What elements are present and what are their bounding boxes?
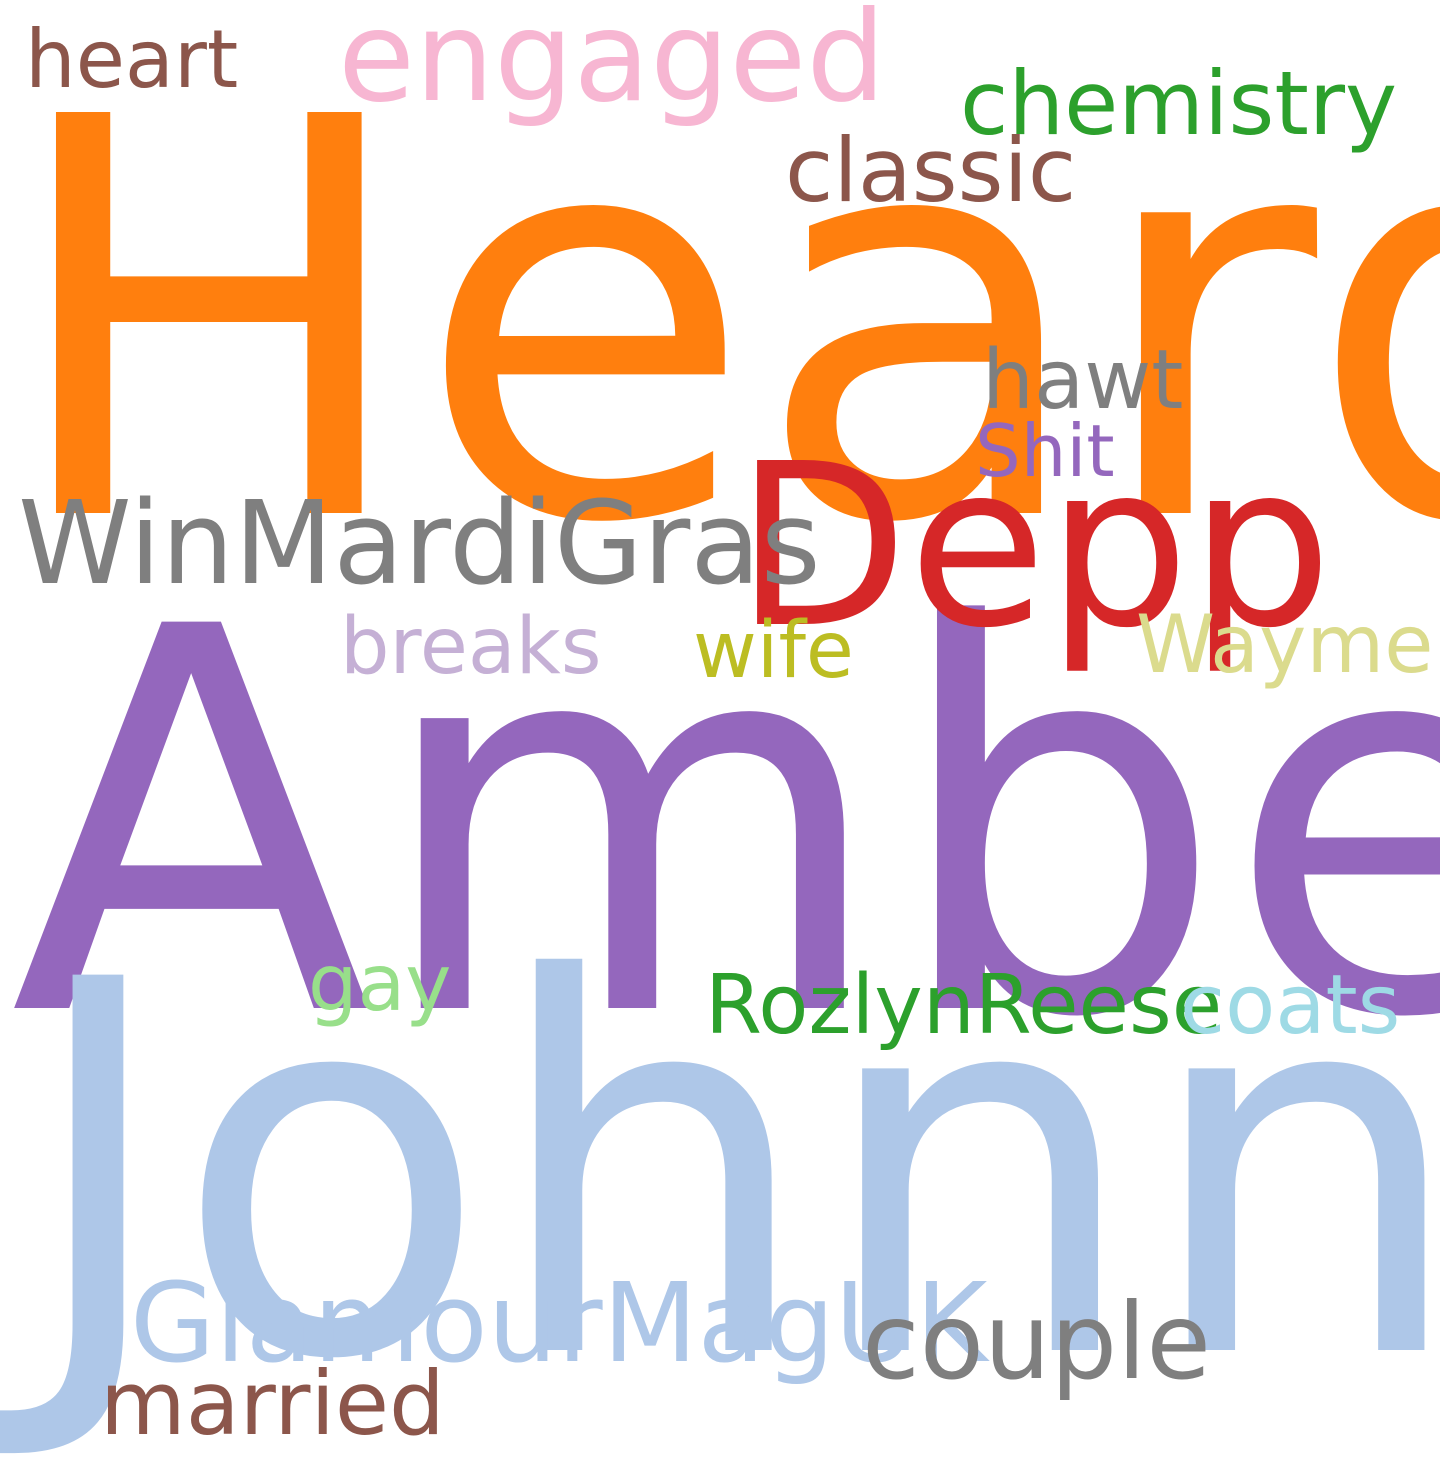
word-glamourmaguk: GlamourMagUK xyxy=(130,1259,988,1387)
word-hawt: hawt xyxy=(982,333,1184,428)
word-heart: heart xyxy=(25,13,239,106)
word-couple: couple xyxy=(862,1281,1211,1403)
word-coats: coats xyxy=(1180,958,1401,1053)
word-winmardigras: WinMardiGras xyxy=(18,477,821,611)
word-breaks: breaks xyxy=(340,602,602,692)
word-shit: Shit xyxy=(975,409,1115,493)
word-chemistry: chemistry xyxy=(960,52,1398,155)
word-rozlynreese: RozlynReese xyxy=(705,958,1223,1053)
word-johnny: Johnny xyxy=(22,873,1440,1472)
word-wayment: Wayment xyxy=(1136,598,1440,691)
word-heard: Heard xyxy=(2,2,1440,643)
word-gay: gay xyxy=(308,939,452,1029)
word-classic: classic xyxy=(785,119,1077,222)
word-wife: wife xyxy=(693,606,854,696)
word-engaged: engaged xyxy=(338,0,886,130)
word-depp: Depp xyxy=(735,416,1333,678)
word-married: married xyxy=(100,1352,445,1455)
word-amber: Amber xyxy=(10,516,1440,1133)
